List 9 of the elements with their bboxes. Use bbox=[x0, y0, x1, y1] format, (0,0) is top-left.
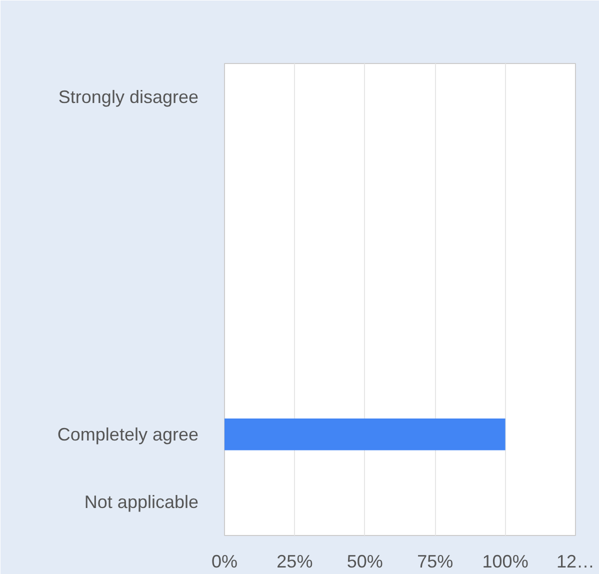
x-tick-label: 100% bbox=[482, 552, 528, 572]
x-tick-label: 0% bbox=[211, 552, 238, 572]
y-tick-label: Strongly disagree bbox=[58, 87, 199, 108]
y-tick-label: Not applicable bbox=[84, 492, 199, 512]
x-tick-label: 50% bbox=[346, 552, 383, 572]
x-tick-label: 25% bbox=[276, 552, 313, 572]
y-tick-label: Completely agree bbox=[57, 424, 199, 444]
x-tick-label: 75% bbox=[417, 552, 454, 572]
x-tick-label: 12… bbox=[556, 552, 595, 572]
